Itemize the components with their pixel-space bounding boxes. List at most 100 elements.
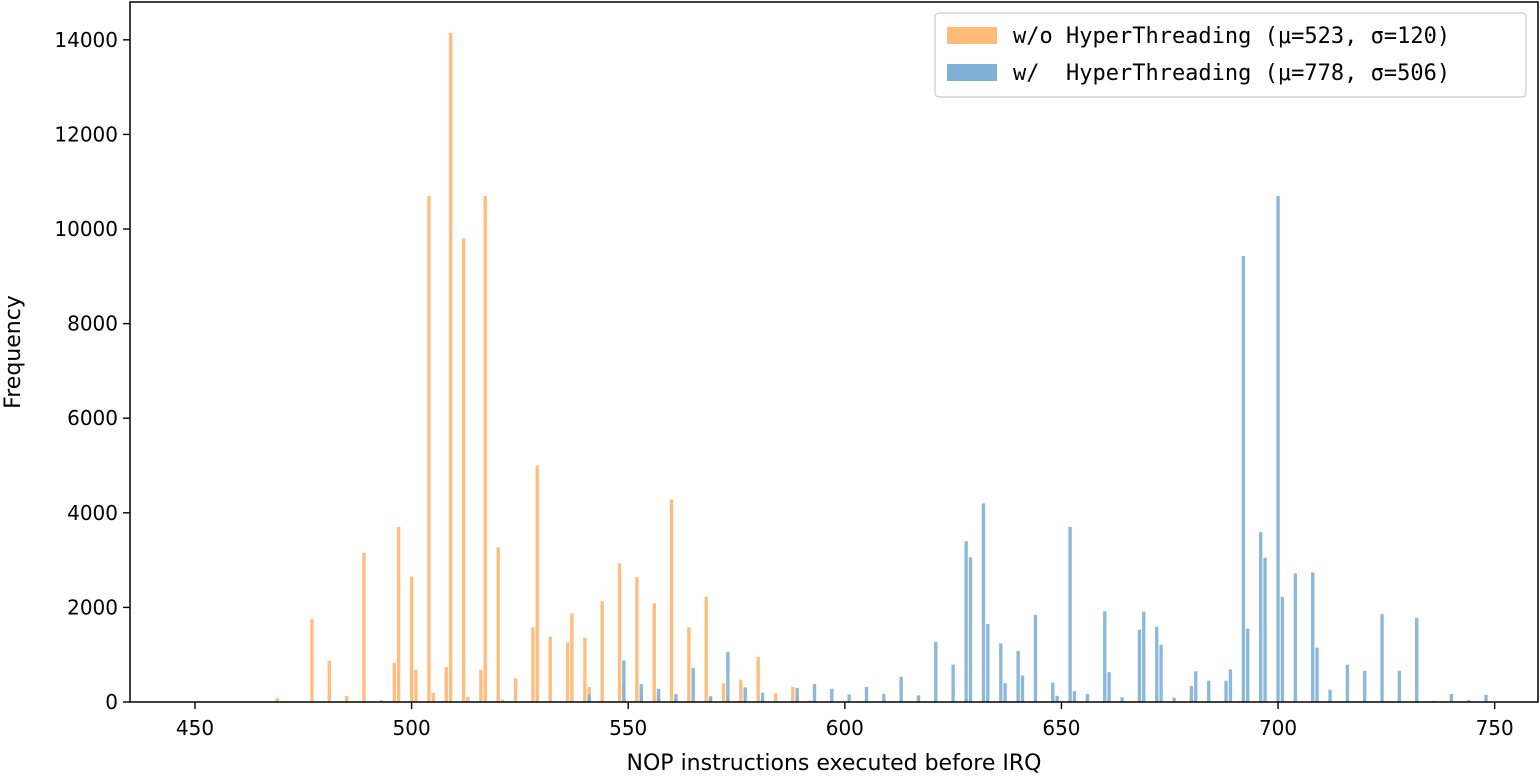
bar-with-ht-632 [981, 503, 986, 702]
bar-with-ht-693 [1246, 628, 1250, 702]
y-tick-label-8000: 8000 [67, 312, 118, 336]
y-tick-label-6000: 6000 [67, 406, 118, 430]
x-tick-label-600: 600 [826, 716, 864, 740]
bar-with-ht-696 [1259, 532, 1263, 702]
bar-with-ht-621 [934, 641, 938, 702]
bar-without-ht-493 [379, 700, 383, 702]
y-tick-label-4000: 4000 [67, 501, 118, 525]
y-tick-label-10000: 10000 [54, 217, 118, 241]
bar-with-ht-649 [1055, 695, 1059, 702]
bar-with-ht-613 [899, 676, 903, 702]
bar-with-ht-605 [864, 686, 869, 702]
bar-with-ht-541 [587, 694, 591, 702]
bar-with-ht-557 [656, 688, 661, 702]
bar-without-ht-477 [310, 619, 314, 702]
bar-without-ht-540 [583, 637, 587, 702]
bar-without-ht-501 [414, 669, 418, 702]
bar-with-ht-549 [622, 660, 626, 702]
bar-with-ht-625 [951, 664, 955, 702]
x-tick-label-750: 750 [1476, 716, 1514, 740]
bar-with-ht-648 [1051, 682, 1055, 702]
bar-without-ht-481 [327, 660, 331, 702]
legend-label-without-ht: w/o HyperThreading (μ=523, σ=120) [1013, 24, 1450, 49]
legend-swatch-without-ht [947, 27, 997, 44]
bar-with-ht-553 [639, 684, 643, 702]
y-tick-label-2000: 2000 [67, 595, 118, 619]
bar-without-ht-516 [479, 669, 483, 702]
bar-with-ht-689 [1228, 669, 1233, 702]
bar-with-ht-748 [1484, 694, 1488, 702]
bar-with-ht-676 [1172, 697, 1176, 702]
bar-with-ht-740 [1449, 693, 1454, 702]
bar-with-ht-732 [1415, 617, 1419, 702]
bar-without-ht-584 [773, 693, 778, 702]
bar-with-ht-652 [1068, 527, 1072, 702]
x-ticks: 450 500 550 600 650 700 750 [176, 702, 1514, 740]
x-tick-label-500: 500 [393, 716, 431, 740]
y-tick-label-14000: 14000 [54, 28, 118, 52]
bar-with-ht-681 [1194, 671, 1198, 702]
bar-with-ht-637 [1003, 683, 1007, 702]
bar-without-ht-512 [461, 238, 466, 703]
bar-without-ht-513 [466, 696, 470, 702]
bar-without-ht-552 [635, 577, 639, 702]
bar-with-ht-680 [1189, 685, 1194, 702]
bar-with-ht-577 [743, 687, 747, 702]
bar-with-ht-716 [1345, 664, 1350, 702]
bar-with-ht-673 [1159, 644, 1163, 702]
bar-without-ht-564 [687, 627, 691, 702]
y-axis-label: Frequency [1, 295, 26, 409]
bar-without-ht-497 [396, 527, 401, 702]
bar-without-ht-532 [548, 636, 552, 702]
bar-without-ht-580 [756, 657, 760, 702]
bar-with-ht-728 [1397, 670, 1402, 702]
bar-with-ht-589 [795, 687, 799, 702]
bar-with-ht-633 [986, 623, 990, 702]
bar-without-ht-556 [652, 603, 656, 702]
bar-with-ht-644 [1033, 614, 1038, 702]
bar-with-ht-669 [1142, 611, 1146, 702]
bar-with-ht-593 [812, 684, 817, 702]
bar-with-ht-688 [1224, 680, 1228, 702]
bar-without-ht-505 [431, 693, 435, 702]
bar-with-ht-704 [1293, 573, 1298, 702]
bar-with-ht-712 [1328, 689, 1332, 702]
bar-with-ht-641 [1020, 675, 1025, 702]
bar-with-ht-617 [916, 695, 921, 702]
bar-without-ht-544 [600, 601, 604, 702]
y-tick-label-0: 0 [105, 690, 118, 714]
bar-with-ht-640 [1016, 650, 1020, 702]
bar-without-ht-509 [448, 32, 453, 703]
bar-with-ht-724 [1380, 614, 1384, 702]
y-tick-label-12000: 12000 [54, 122, 118, 146]
bar-with-ht-628 [964, 541, 968, 702]
x-tick-label-700: 700 [1259, 716, 1297, 740]
bar-with-ht-581 [760, 692, 765, 702]
bar-without-ht-576 [739, 679, 743, 702]
bar-without-ht-489 [362, 553, 366, 702]
bar-without-ht-536 [565, 642, 570, 702]
bar-without-ht-572 [721, 683, 726, 702]
bar-with-ht-565 [691, 667, 695, 702]
bar-with-ht-661 [1107, 672, 1111, 702]
bar-without-ht-528 [531, 627, 535, 702]
bar-with-ht-569 [708, 696, 713, 702]
legend-label-with-ht: w/ HyperThreading (μ=778, σ=506) [1013, 61, 1450, 86]
bar-without-ht-508 [444, 667, 448, 702]
bar-with-ht-636 [999, 643, 1003, 702]
bar-with-ht-668 [1137, 629, 1142, 702]
bar-with-ht-744 [1466, 700, 1471, 702]
bar-with-ht-653 [1072, 691, 1077, 702]
bar-with-ht-561 [674, 693, 678, 702]
legend-swatch-with-ht [947, 64, 997, 81]
bar-with-ht-701 [1280, 597, 1285, 702]
bar-with-ht-700 [1276, 195, 1280, 703]
bar-without-ht-469 [275, 698, 279, 702]
bar-with-ht-573 [726, 651, 730, 702]
bar-with-ht-609 [882, 693, 886, 702]
bar-without-ht-504 [427, 195, 431, 703]
bar-without-ht-496 [392, 662, 396, 702]
bar-with-ht-672 [1155, 626, 1159, 702]
bar-without-ht-521 [500, 699, 505, 702]
bar-with-ht-660 [1103, 611, 1107, 702]
